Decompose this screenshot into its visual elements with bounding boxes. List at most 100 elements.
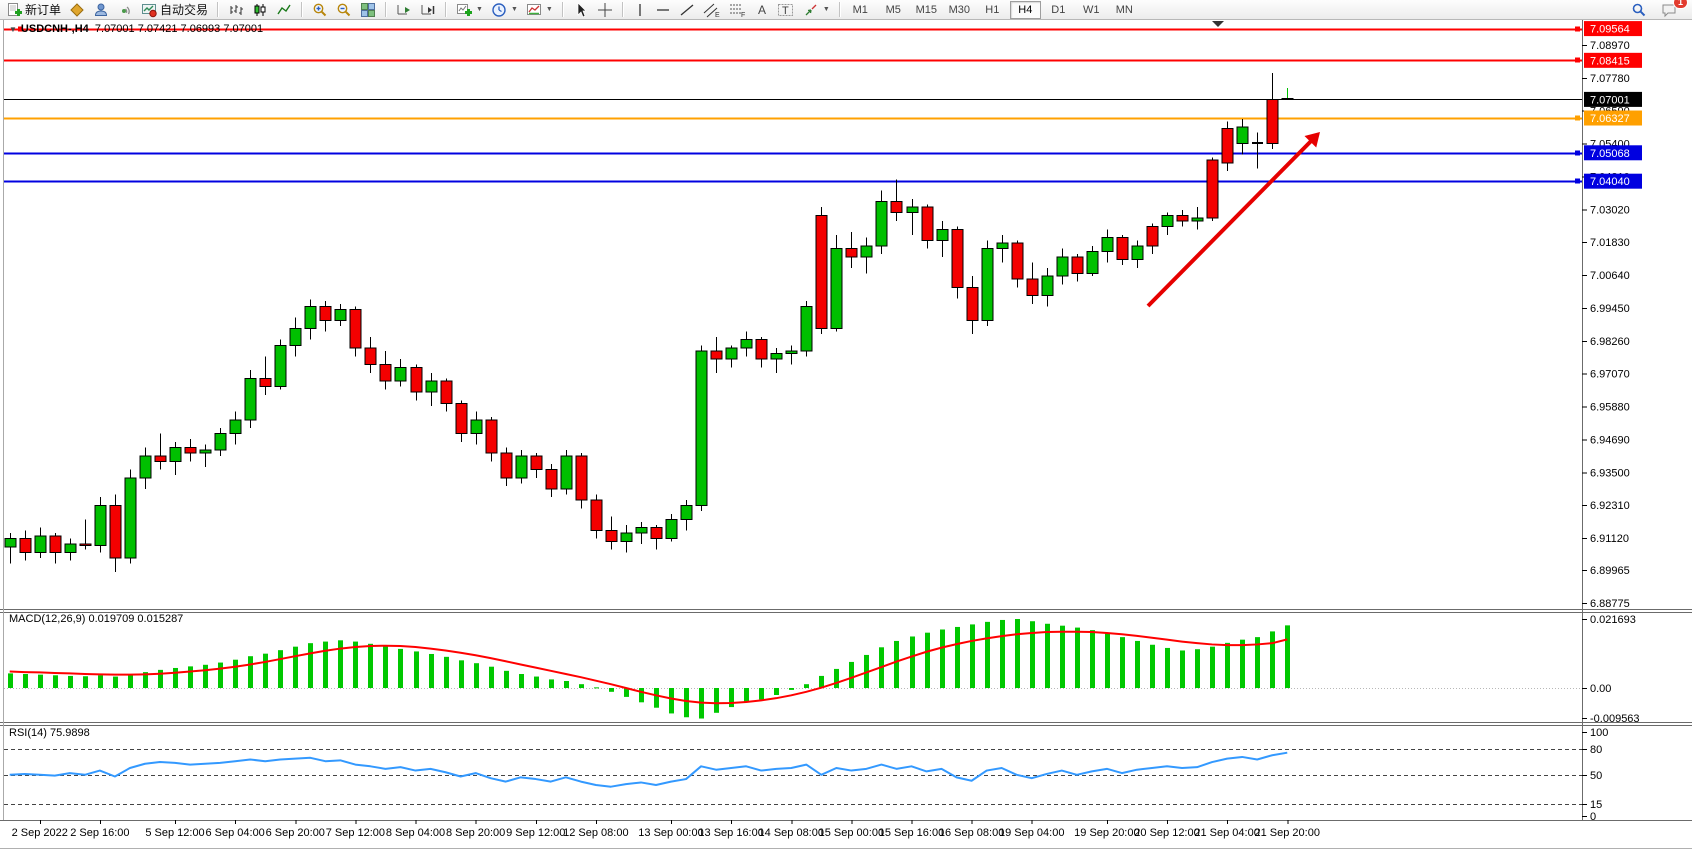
market-watch-button[interactable] (113, 0, 137, 20)
toolbar-separator (217, 2, 220, 17)
timeframe-h4[interactable]: H4 (1009, 0, 1041, 19)
macd-histogram-bar (353, 641, 358, 688)
price-axis[interactable]: 7.089707.077807.065907.054007.042107.030… (1582, 21, 1642, 823)
macd-histogram-bar (624, 688, 629, 697)
hline-handle[interactable] (1575, 57, 1580, 63)
autotrade-button[interactable]: 自动交易 (137, 0, 212, 20)
macd-histogram-bar (218, 662, 223, 688)
time-tick-label: 8 Sep 20:00 (446, 827, 505, 839)
chart-window-button[interactable] (65, 0, 89, 20)
macd-histogram-bar (684, 688, 689, 718)
text-tool-button[interactable]: A (751, 0, 773, 20)
time-tick-label: 9 Sep 12:00 (506, 827, 565, 839)
candle (394, 359, 407, 387)
templates-button[interactable]: ▼ (522, 0, 557, 20)
macd-histogram-bar (338, 640, 343, 688)
candle (470, 411, 483, 445)
macd-histogram-bar (774, 688, 779, 695)
candlestick-button[interactable] (248, 0, 272, 20)
macd-histogram-bar (68, 675, 73, 688)
timeframe-m30[interactable]: M30 (948, 3, 970, 16)
macd-histogram-bar (308, 643, 313, 688)
cursor-tool-button[interactable] (569, 0, 593, 20)
indicators-button[interactable]: ▼ (452, 0, 487, 20)
candle (304, 299, 317, 340)
vline-tool-button[interactable] (629, 0, 651, 20)
hline-tool-button[interactable] (651, 0, 675, 20)
price-line-label-bg (1584, 110, 1642, 126)
hline-handle[interactable] (18, 26, 23, 32)
candle (966, 276, 979, 335)
timeframe-mn[interactable]: MN (1115, 3, 1133, 16)
line-chart-button[interactable] (272, 0, 296, 20)
zoom-in-button[interactable] (308, 0, 332, 20)
macd-histogram-bar (1285, 625, 1290, 688)
fibonacci-tool-button[interactable]: F (725, 0, 751, 20)
hline-handle[interactable] (1575, 150, 1580, 156)
price-line-label-bg (1584, 145, 1642, 161)
hline-handle[interactable] (1575, 26, 1580, 32)
chart-collapse-icon[interactable]: ▼ (9, 25, 17, 34)
timeframe-d1[interactable]: D1 (1051, 3, 1066, 16)
candle (1056, 248, 1069, 285)
chart-shift-marker[interactable] (1212, 21, 1224, 27)
macd-histogram-bar (789, 688, 794, 690)
candle (620, 524, 633, 553)
autotrade-label: 自动交易 (160, 3, 209, 17)
time-tick-label: 12 Sep 08:00 (563, 827, 628, 839)
trend-arrow-shaft[interactable] (1146, 137, 1315, 308)
candle (650, 524, 663, 550)
price-line-label-bg (1584, 173, 1642, 189)
price-line-label: 7.05068 (1590, 148, 1630, 160)
candle (1266, 73, 1279, 150)
trend-arrow-head[interactable] (1304, 132, 1320, 148)
candle (1281, 87, 1294, 101)
periods-button[interactable]: ▼ (487, 0, 522, 20)
macd-histogram-bar (1000, 619, 1005, 688)
new-order-button[interactable]: 新订单 (2, 0, 65, 20)
macd-histogram-bar (323, 641, 328, 688)
candle (455, 400, 468, 442)
profiles-button[interactable] (89, 0, 113, 20)
candle (890, 179, 903, 221)
price-line-label: 7.06327 (1590, 113, 1630, 125)
text-label-tool-button[interactable]: T (773, 0, 799, 20)
timeframe-m15[interactable]: M15 (915, 3, 937, 16)
macd-histogram-bar (639, 688, 644, 703)
tile-windows-button[interactable] (356, 0, 380, 20)
arrows-tool-button[interactable]: ▼ (799, 0, 834, 20)
auto-scroll-button[interactable] (392, 0, 416, 20)
search-button[interactable] (1627, 0, 1651, 20)
candle (214, 428, 227, 456)
time-tick-label: 19 Sep 20:00 (1074, 827, 1139, 839)
timeframe-m5[interactable]: M5 (885, 3, 901, 16)
macd-histogram-bar (1060, 625, 1065, 688)
crosshair-tool-button[interactable] (593, 0, 617, 20)
timeframe-w1[interactable]: W1 (1083, 3, 1100, 16)
macd-histogram-bar (534, 676, 539, 688)
candle (1176, 209, 1189, 227)
timeframe-h1[interactable]: H1 (985, 3, 1000, 16)
candle (815, 207, 828, 335)
macd-histogram-bar (474, 663, 479, 688)
trendline-tool-button[interactable] (675, 0, 699, 20)
rsi-axis-label: 100 (1590, 727, 1608, 739)
hline-handle[interactable] (1575, 178, 1580, 184)
timeframe-m1[interactable]: M1 (852, 3, 868, 16)
zoom-out-button[interactable] (332, 0, 356, 20)
macd-histogram-bar (8, 673, 13, 688)
time-axis[interactable]: 2 Sep 2022 2 Sep 16:00 5 Sep 12:00 6 Sep 04… (12, 820, 1320, 839)
notifications-button[interactable]: 1 (1657, 0, 1688, 20)
hline-handle[interactable] (1575, 115, 1580, 121)
chart-shift-button[interactable] (416, 0, 440, 20)
channel-tool-button[interactable]: E (699, 0, 725, 20)
macd-histogram-bar (398, 648, 403, 688)
macd-histogram-bar (23, 674, 28, 688)
price-tick-label: 6.88775 (1590, 598, 1630, 610)
gold-chart-icon (70, 2, 84, 17)
candle (244, 370, 257, 429)
search-icon (1632, 3, 1646, 16)
macd-axis-label: -0.009563 (1590, 713, 1640, 725)
bar-chart-button[interactable] (224, 0, 248, 20)
